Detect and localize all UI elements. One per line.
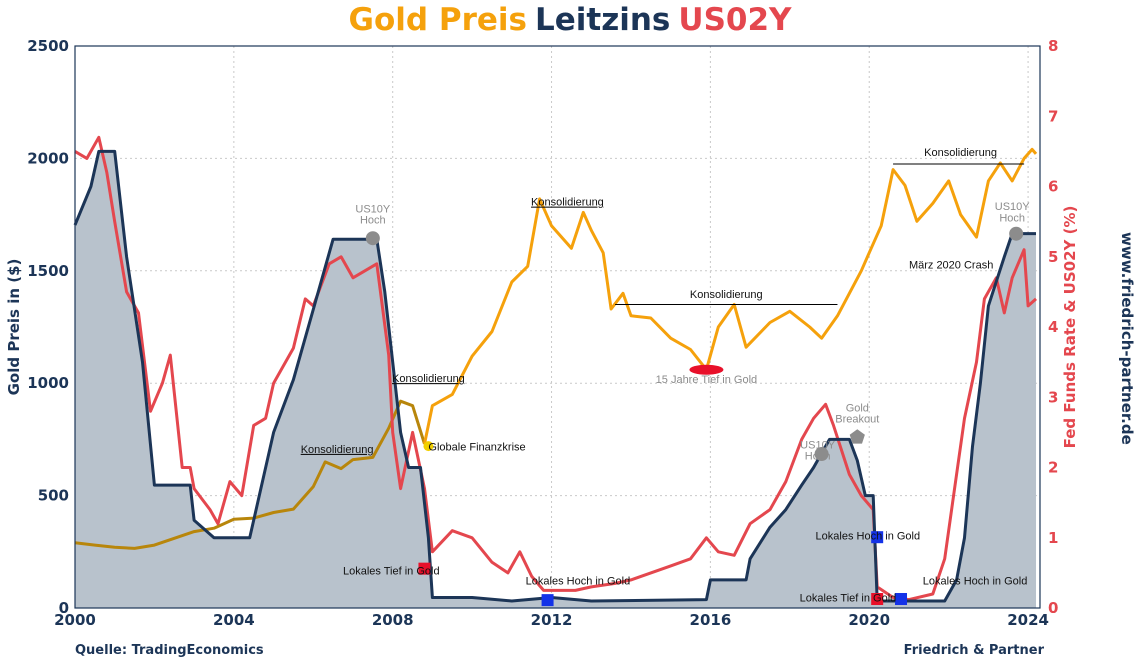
marker-lokales-hoch-2011 [541,594,554,607]
annotation-label: Lokales Tief in Gold [800,592,897,604]
annotation-label: Lokales Tief in Gold [343,565,440,577]
y-tick-label-right: 7 [1048,107,1058,125]
title-us02y: US02Y [678,2,792,38]
chart-title: Gold Preis Leitzins US02Y [0,2,1140,38]
annotation-label: Konsolidierung [392,373,465,385]
marker-lokales-tief-2008 [418,562,431,575]
x-tick-label: 2008 [372,611,414,629]
x-tick-label: 2024 [1007,611,1049,629]
y-tick-label-right: 2 [1048,459,1058,477]
annotation-label: März 2020 Crash [909,260,993,272]
y-tick-label-right: 8 [1048,37,1058,55]
annotation-label: Hoch [805,451,831,463]
annotation-label: Konsolidierung [301,444,374,456]
y-axis-label-right: Fed Funds Rate & US02Y (%) [1061,206,1079,449]
y-tick-label-left: 1500 [27,262,69,280]
marker-globale-finanzkrise [423,441,434,452]
y-tick-label-right: 6 [1048,178,1058,196]
marker-15-jahre-tief [689,364,724,375]
y-tick-label-right: 0 [1048,599,1058,617]
annotation-label: US10Y [800,439,836,451]
annotation-label: US10Y [995,201,1031,213]
y-tick-label-left: 2000 [27,149,69,167]
y-tick-label-left: 0 [59,599,69,617]
annotation-label: Konsolidierung [531,197,604,209]
leitzins-line [73,149,1036,603]
x-tick-label: 2012 [531,611,573,629]
annotation-label: Gold [846,402,869,414]
annotation-label: Lokales Hoch in Gold [526,575,631,587]
marker-us10y-hoch-2007 [365,231,380,246]
annotation-label: Hoch [999,212,1025,224]
y-tick-label-right: 5 [1048,248,1058,266]
marker-lokales-hoch-2019 [871,531,884,544]
marker-lokales-tief-2020 [871,593,884,606]
website-text: www.friedrich-partner.de [1118,232,1136,445]
annotation-label: Konsolidierung [690,289,763,301]
x-tick-label: 2000 [54,611,96,629]
leitzins-area [75,151,1037,608]
x-tick-label: 2020 [848,611,890,629]
annotation-label: Konsolidierung [924,147,997,159]
annotation-label: Lokales Hoch in Gold [816,530,921,542]
annotation-label: US10Y [355,203,391,215]
annotation-label: Hoch [360,215,386,227]
title-leitzins: Leitzins [534,2,671,38]
y-axis-label-left: Gold Preis in ($) [5,259,23,396]
marker-gold-breakout [849,429,865,444]
y-tick-label-left: 1000 [27,374,69,392]
source-text: Quelle: TradingEconomics [75,643,264,658]
y-tick-label-right: 4 [1048,318,1058,336]
x-tick-label: 2016 [690,611,732,629]
plot-frame [74,45,1041,609]
y-tick-label-right: 3 [1048,388,1058,406]
gold-line [423,147,1038,445]
marker-us10y-hoch-2018 [814,447,829,462]
x-tick-label: 2004 [213,611,255,629]
annotation-label: Breakout [835,414,879,426]
y-tick-label-left: 500 [38,487,69,505]
annotation-label: Lokales Hoch in Gold [923,575,1028,587]
y-tick-label-right: 1 [1048,529,1058,547]
gold-line-early [74,399,426,550]
annotation-label: 15 Jahre Tief in Gold [656,374,758,386]
annotation-label: Globale Finanzkrise [428,442,525,454]
marker-us10y-hoch-2023 [1009,226,1024,241]
marker-lokales-hoch-2020 [895,593,908,606]
author-text: Friedrich & Partner [903,643,1044,658]
y-tick-label-left: 2500 [27,37,69,55]
title-gold: Gold Preis [348,2,527,38]
